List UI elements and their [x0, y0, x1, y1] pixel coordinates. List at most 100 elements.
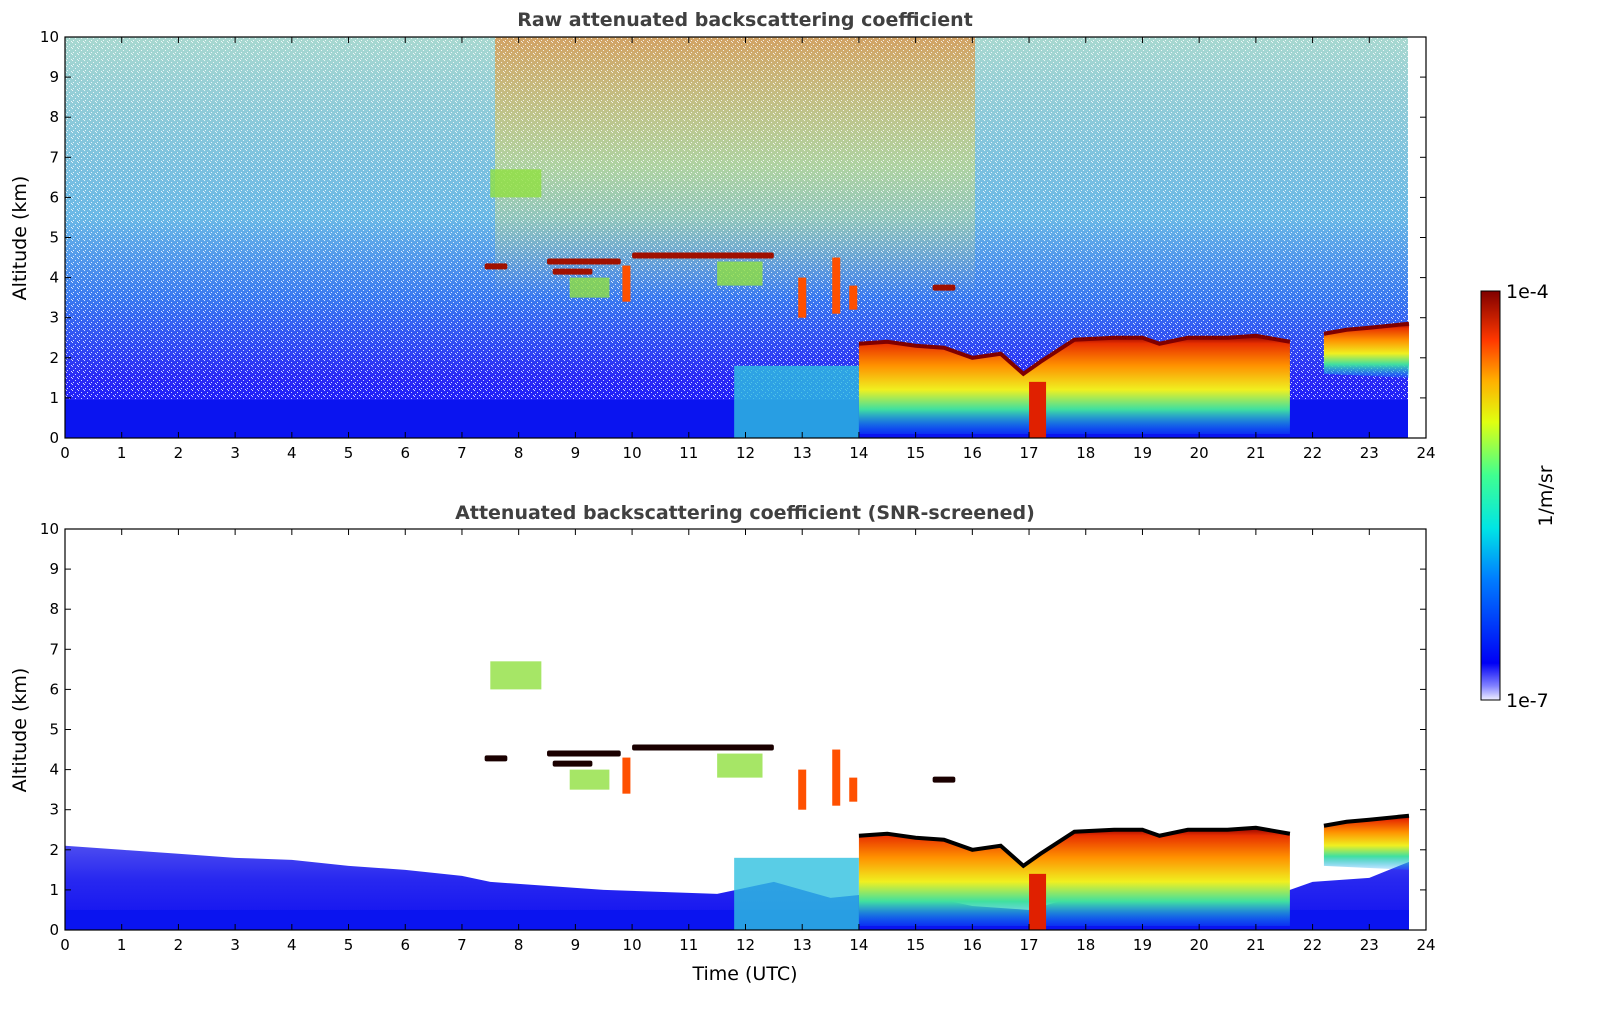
cloud-deck: [1323, 815, 1409, 870]
x-tick-label: 10: [623, 444, 642, 462]
y-tick-label: 2: [49, 841, 59, 859]
fall-streak: [798, 769, 807, 810]
thin-cloud: [552, 760, 593, 767]
fall-streak: [832, 749, 841, 806]
x-tick-label: 2: [174, 444, 184, 462]
thin-cloud: [932, 284, 956, 291]
y-tick-label: 1: [49, 881, 59, 899]
heatmap-raw: [65, 37, 1410, 438]
x-tick-label: 9: [571, 936, 581, 954]
x-tick-label: 3: [230, 444, 240, 462]
panel-title: Attenuated backscattering coefficient (S…: [455, 502, 1035, 524]
cloud-base-region: [734, 365, 859, 438]
aerosol-patch: [569, 277, 610, 298]
x-tick-label: 8: [514, 936, 524, 954]
feature-group: [65, 661, 1410, 930]
feature-group: [484, 169, 1410, 438]
y-tick-label: 7: [49, 640, 59, 658]
x-tick-label: 1: [117, 444, 127, 462]
x-tick-label: 0: [60, 936, 70, 954]
colorbar-min-label: 1e-7: [1506, 690, 1549, 712]
panel-screened: Attenuated backscattering coefficient (S…: [9, 502, 1436, 985]
aerosol-patch: [717, 261, 763, 286]
x-tick-label: 12: [736, 444, 755, 462]
thin-cloud: [484, 755, 508, 762]
y-tick-label: 9: [49, 560, 59, 578]
x-tick-label: 24: [1416, 936, 1435, 954]
x-tick-label: 23: [1360, 444, 1379, 462]
aerosol-patch: [717, 753, 763, 778]
thin-cloud: [632, 252, 774, 259]
precipitation-column: [1029, 873, 1047, 930]
axes-screened: 0 1 2 3 4 5 6 7 8 9 10 11 12 13 14 15 16 17 18 19 20 21 22 23 24…: [40, 520, 1436, 954]
x-tick-label: 5: [344, 936, 354, 954]
cloud-deck: [1323, 323, 1409, 378]
x-tick-label: 11: [679, 444, 698, 462]
cloud-deck: [858, 827, 1290, 926]
x-tick-label: 21: [1246, 936, 1265, 954]
x-tick-label: 3: [230, 936, 240, 954]
panel-raw: Raw attenuated backscattering coefficien…: [9, 9, 1436, 462]
cloud-top: [1323, 813, 1410, 828]
x-tick-label: 8: [514, 444, 524, 462]
x-tick-label: 22: [1303, 444, 1322, 462]
fall-streak: [798, 277, 807, 318]
x-tick-label: 7: [457, 444, 467, 462]
x-tick-label: 18: [1076, 444, 1095, 462]
cloud-top: [858, 333, 1291, 377]
x-tick-label: 13: [793, 444, 812, 462]
heatmap-screened: [65, 661, 1410, 930]
x-tick-label: 19: [1133, 444, 1152, 462]
aerosol-patch: [490, 169, 542, 198]
x-tick-label: 22: [1303, 936, 1322, 954]
precipitation-column: [1029, 381, 1047, 438]
thin-cloud: [632, 744, 774, 751]
y-tick-label: 3: [49, 309, 59, 327]
x-tick-label: 18: [1076, 936, 1095, 954]
x-tick-label: 5: [344, 444, 354, 462]
axes-raw: 0 1 2 3 4 5 6 7 8 9 10 11 12 13 14 15 16 17 18 19 20 21 22 23 24…: [40, 28, 1436, 462]
y-tick-label: 9: [49, 68, 59, 86]
y-tick-label: 5: [49, 721, 59, 739]
x-tick-label: 10: [623, 936, 642, 954]
y-tick-label: 3: [49, 801, 59, 819]
x-tick-label: 14: [849, 444, 868, 462]
x-tick-label: 4: [287, 936, 297, 954]
x-tick-label: 6: [400, 936, 410, 954]
x-tick-label: 19: [1133, 936, 1152, 954]
thin-cloud: [552, 268, 593, 275]
panel-title: Raw attenuated backscattering coefficien…: [517, 9, 973, 31]
y-tick-label: 5: [49, 229, 59, 247]
y-tick-label: 0: [49, 429, 59, 447]
cloud-deck: [858, 335, 1290, 434]
thin-cloud: [547, 750, 621, 757]
x-tick-label: 4: [287, 444, 297, 462]
thin-cloud: [547, 258, 621, 265]
y-tick-label: 2: [49, 349, 59, 367]
y-tick-label: 7: [49, 148, 59, 166]
y-tick-label: 4: [49, 269, 59, 287]
y-axis-label: Altitude (km): [9, 668, 31, 793]
fall-streak: [622, 757, 631, 794]
fall-streak: [832, 257, 841, 314]
x-axis-label: Time (UTC): [691, 963, 797, 985]
colorbar: 1e-4 1e-7 1/m/sr: [1480, 281, 1557, 712]
y-tick-label: 10: [40, 28, 59, 46]
x-tick-label: 16: [963, 936, 982, 954]
x-tick-label: 14: [849, 936, 868, 954]
x-tick-label: 11: [679, 936, 698, 954]
x-tick-label: 15: [906, 936, 925, 954]
y-axis-label: Altitude (km): [9, 176, 31, 301]
colorbar-max-label: 1e-4: [1506, 281, 1549, 303]
fall-streak: [849, 777, 858, 802]
x-tick-label: 15: [906, 444, 925, 462]
x-tick-label: 17: [1019, 444, 1038, 462]
y-tick-label: 1: [49, 389, 59, 407]
y-tick-label: 8: [49, 108, 59, 126]
thin-cloud: [932, 776, 956, 783]
x-tick-label: 12: [736, 936, 755, 954]
x-tick-label: 24: [1416, 444, 1435, 462]
fall-streak: [849, 285, 858, 310]
x-tick-label: 21: [1246, 444, 1265, 462]
colorbar-gradient: [1480, 290, 1501, 701]
